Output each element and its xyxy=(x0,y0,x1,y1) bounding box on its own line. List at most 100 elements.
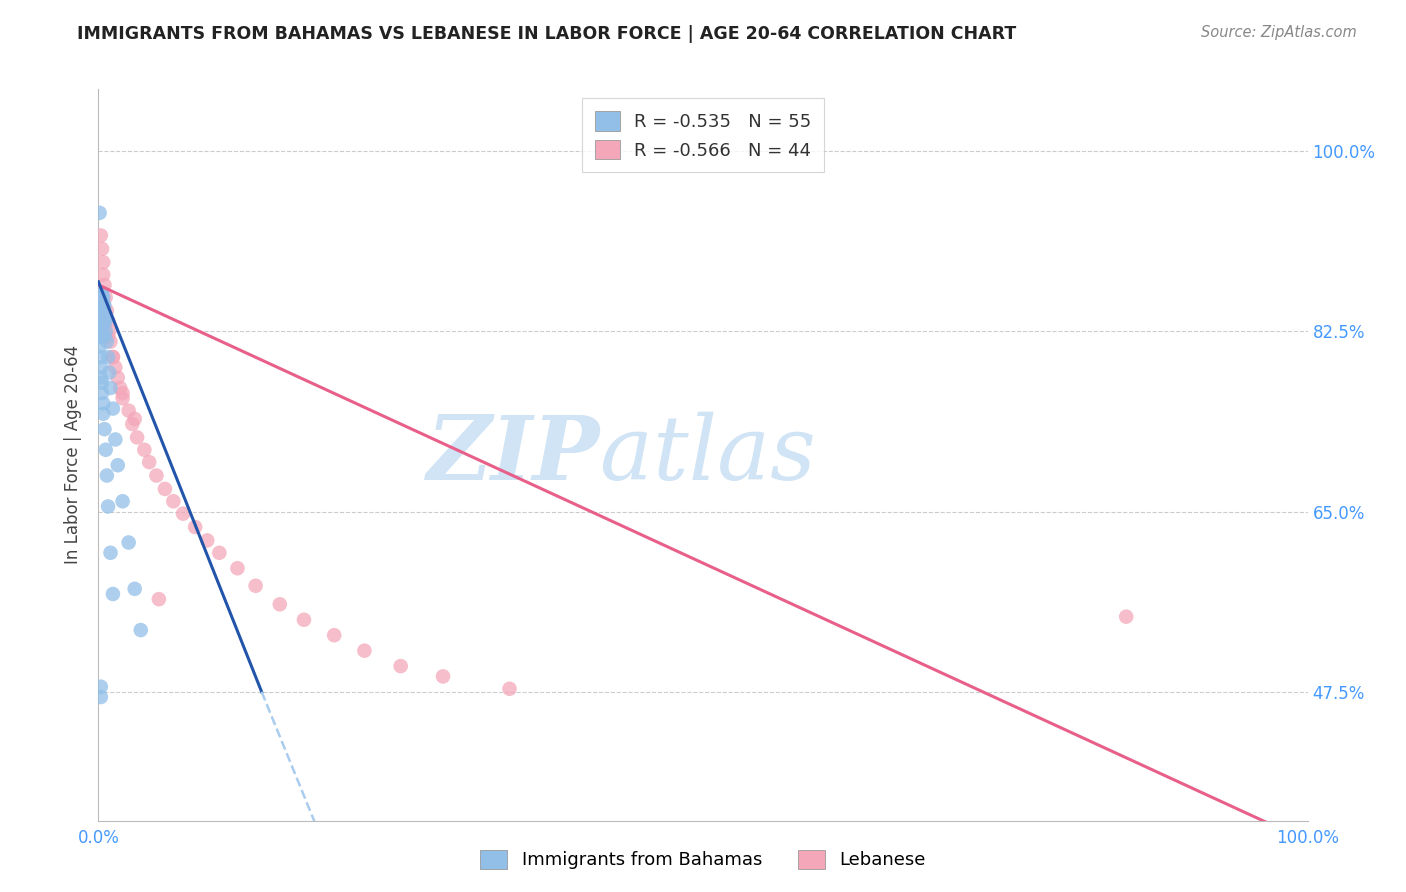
Legend: R = -0.535   N = 55, R = -0.566   N = 44: R = -0.535 N = 55, R = -0.566 N = 44 xyxy=(582,98,824,172)
Point xyxy=(498,681,520,696)
Point xyxy=(94,442,117,457)
Point xyxy=(91,268,114,282)
Point xyxy=(145,468,167,483)
Point xyxy=(97,500,120,514)
Point xyxy=(124,582,146,596)
Legend: Immigrants from Bahamas, Lebanese: Immigrants from Bahamas, Lebanese xyxy=(471,841,935,879)
Point xyxy=(91,286,114,301)
Point xyxy=(93,329,115,343)
Point xyxy=(91,293,114,308)
Point xyxy=(353,643,375,657)
Point xyxy=(134,442,156,457)
Point xyxy=(91,309,114,323)
Point xyxy=(195,533,218,548)
Point xyxy=(91,290,114,304)
Point xyxy=(97,329,120,343)
Point xyxy=(108,381,131,395)
Point xyxy=(100,546,122,560)
Point xyxy=(96,468,118,483)
Point xyxy=(226,561,249,575)
Point xyxy=(124,412,146,426)
Point xyxy=(91,242,114,256)
Point xyxy=(90,301,112,315)
Point xyxy=(91,396,114,410)
Point xyxy=(93,314,115,328)
Point xyxy=(127,430,149,444)
Point xyxy=(97,314,120,328)
Point xyxy=(129,623,152,637)
Point xyxy=(93,422,115,436)
Point xyxy=(91,255,114,269)
Point xyxy=(91,295,114,310)
Point xyxy=(94,324,117,338)
Point xyxy=(90,290,112,304)
Point xyxy=(90,321,112,335)
Point xyxy=(107,370,129,384)
Point xyxy=(148,592,170,607)
Point xyxy=(162,494,184,508)
Point xyxy=(208,546,231,560)
Point xyxy=(432,669,454,683)
Point xyxy=(245,579,267,593)
Point xyxy=(91,386,114,401)
Point xyxy=(90,316,112,330)
Point xyxy=(323,628,346,642)
Point xyxy=(101,350,124,364)
Text: atlas: atlas xyxy=(600,411,815,499)
Point xyxy=(91,306,114,320)
Point xyxy=(90,228,112,243)
Point xyxy=(91,296,114,310)
Point xyxy=(89,206,111,220)
Point xyxy=(153,482,176,496)
Point xyxy=(90,306,112,320)
Point xyxy=(96,334,118,349)
Point xyxy=(93,277,115,292)
Point xyxy=(118,535,141,549)
Point xyxy=(93,299,115,313)
Point xyxy=(121,417,143,431)
Point xyxy=(104,433,127,447)
Point xyxy=(90,286,112,301)
Point xyxy=(89,329,111,343)
Point xyxy=(96,303,118,318)
Point xyxy=(91,301,114,315)
Point xyxy=(184,520,207,534)
Point xyxy=(111,494,134,508)
Point xyxy=(89,340,111,354)
Point xyxy=(98,324,121,338)
Point xyxy=(107,458,129,473)
Point xyxy=(90,360,112,375)
Point xyxy=(90,310,112,325)
Y-axis label: In Labor Force | Age 20-64: In Labor Force | Age 20-64 xyxy=(65,345,83,565)
Point xyxy=(172,507,194,521)
Point xyxy=(118,403,141,417)
Point xyxy=(97,350,120,364)
Text: ZIP: ZIP xyxy=(427,412,600,498)
Point xyxy=(111,391,134,405)
Point xyxy=(111,386,134,401)
Point xyxy=(91,407,114,421)
Point xyxy=(101,350,124,364)
Point xyxy=(269,597,291,611)
Point xyxy=(91,329,114,343)
Point xyxy=(98,366,121,380)
Point xyxy=(90,326,112,341)
Point xyxy=(101,401,124,416)
Point xyxy=(138,455,160,469)
Point xyxy=(90,350,112,364)
Point xyxy=(90,680,112,694)
Point xyxy=(91,310,114,325)
Point xyxy=(93,309,115,323)
Point xyxy=(104,360,127,375)
Point xyxy=(90,295,112,310)
Point xyxy=(90,370,112,384)
Point xyxy=(91,290,114,304)
Point xyxy=(100,381,122,395)
Point xyxy=(90,690,112,704)
Point xyxy=(292,613,315,627)
Point xyxy=(389,659,412,673)
Text: IMMIGRANTS FROM BAHAMAS VS LEBANESE IN LABOR FORCE | AGE 20-64 CORRELATION CHART: IMMIGRANTS FROM BAHAMAS VS LEBANESE IN L… xyxy=(77,25,1017,43)
Point xyxy=(91,321,114,335)
Point xyxy=(91,316,114,330)
Point xyxy=(101,587,124,601)
